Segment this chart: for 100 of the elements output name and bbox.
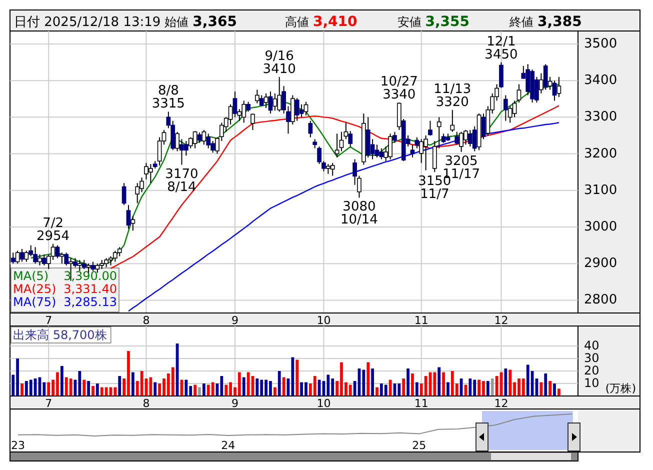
text: 高値	[284, 15, 309, 29]
candlestick	[90, 261, 96, 272]
bar	[87, 381, 90, 396]
candlestick	[55, 244, 60, 259]
bar	[446, 382, 450, 396]
bar	[398, 384, 401, 396]
annotation: 11/13	[434, 82, 472, 97]
bar	[20, 384, 24, 396]
candlestick	[516, 84, 522, 104]
candlestick	[117, 246, 122, 257]
candlestick	[232, 91, 238, 118]
bar	[296, 360, 299, 396]
bar	[411, 374, 414, 396]
x-tick-label: 11	[414, 397, 428, 410]
candlestick	[254, 89, 260, 104]
candlestick	[197, 132, 202, 144]
bar	[206, 384, 210, 396]
candlestick	[264, 92, 268, 109]
text: 安値	[397, 15, 422, 29]
bar	[131, 372, 134, 396]
bar	[92, 386, 94, 396]
bar	[64, 377, 68, 396]
bar	[508, 370, 512, 396]
x-tick-label: 25	[412, 439, 426, 452]
x-tick-label: 10	[316, 397, 331, 410]
candlestick	[135, 182, 140, 204]
annotation: 2954	[36, 228, 70, 244]
bar	[548, 381, 552, 396]
x-tick-label: 10	[316, 314, 331, 327]
candlestick	[126, 204, 131, 230]
candlestick	[330, 162, 335, 176]
y-tick-label: 10	[584, 376, 600, 390]
bar	[313, 376, 316, 396]
x-tick-label: 12	[494, 397, 508, 410]
text: 3,355	[425, 14, 470, 30]
annotation: 12/1	[486, 34, 516, 50]
bar	[553, 384, 556, 396]
bar	[149, 377, 152, 396]
candlestick	[428, 120, 432, 136]
text: MA(25)	[13, 282, 56, 296]
candlestick	[552, 80, 557, 102]
y-axis-title: (万株)	[605, 382, 636, 395]
x-tick-label: 7	[45, 314, 52, 327]
candlestick	[410, 144, 415, 158]
candlestick	[379, 148, 384, 160]
candlestick	[24, 250, 29, 262]
bar	[362, 370, 366, 396]
bar	[100, 387, 104, 396]
y-tick-label: 3400	[584, 73, 618, 88]
text: 終値	[508, 15, 534, 29]
bar	[376, 387, 378, 396]
text: MA(75)	[13, 295, 56, 309]
annotation: 3,331.40	[64, 282, 117, 296]
x-tick-label: 7	[45, 397, 52, 410]
candlestick	[308, 120, 313, 138]
annotation: 11/7	[420, 187, 450, 202]
text: 始値	[164, 15, 189, 29]
y-tick-label: 40	[584, 338, 600, 352]
candlestick	[202, 129, 206, 146]
candlestick	[334, 133, 340, 158]
candlestick	[512, 100, 517, 118]
x-tick-label: 9	[231, 314, 238, 327]
y-tick-label: 3100	[584, 182, 618, 198]
bar	[371, 368, 374, 396]
bar	[415, 382, 418, 396]
annotation: 9/16	[264, 48, 294, 64]
candlestick	[148, 164, 153, 184]
candlestick	[450, 109, 455, 132]
x-tick-label: 12	[494, 314, 508, 327]
bar	[490, 378, 494, 396]
x-tick-label: 24	[221, 439, 236, 452]
bar	[238, 372, 241, 396]
y-tick-label: 3000	[584, 220, 618, 235]
annotation: 3080	[342, 200, 376, 215]
y-tick-label: 2800	[584, 292, 618, 308]
bar	[114, 387, 117, 396]
bar	[366, 362, 370, 396]
y-tick-label: 3500	[584, 36, 618, 52]
candlestick	[339, 131, 344, 152]
bar	[442, 372, 445, 396]
annotation: 7/2	[42, 216, 64, 231]
y-tick-label: 2900	[584, 256, 618, 272]
bar	[526, 364, 530, 396]
bar	[242, 377, 246, 396]
x-tick-label: 11	[414, 314, 428, 327]
candlestick	[77, 259, 82, 272]
bar	[486, 381, 490, 396]
chart-title: 日付 2025/12/18 13:19	[14, 15, 161, 30]
bar	[402, 378, 406, 396]
candlestick	[130, 216, 136, 232]
candlestick	[294, 98, 300, 122]
bar	[220, 376, 224, 396]
bar	[224, 384, 228, 396]
bar	[256, 378, 259, 396]
annotation: 8/14	[167, 180, 196, 195]
annotation: 8/8	[158, 84, 179, 99]
chart-title: 出来高 58,700株	[13, 328, 107, 342]
annotation: 3315	[152, 96, 185, 112]
y-tick-label: 20	[584, 363, 600, 378]
bar	[29, 380, 32, 396]
